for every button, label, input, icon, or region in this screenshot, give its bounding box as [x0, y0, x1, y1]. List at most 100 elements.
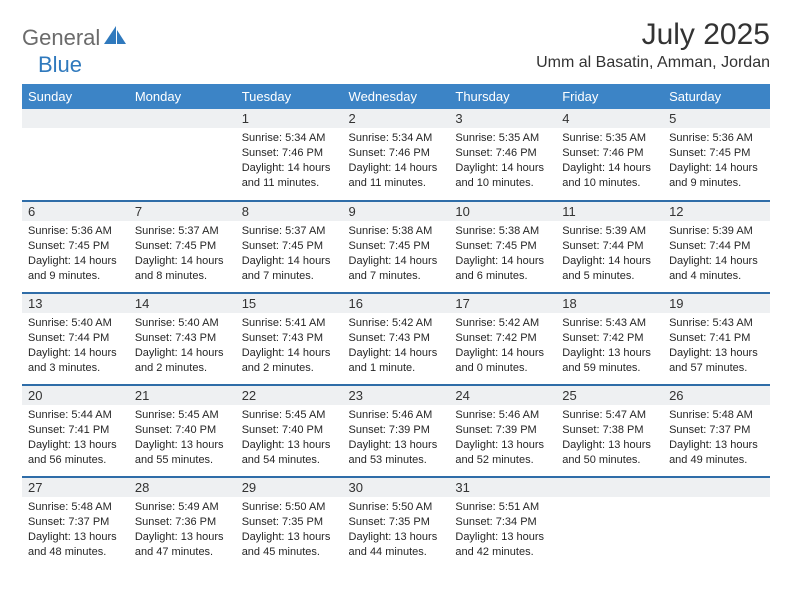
day-cell: 23Sunrise: 5:46 AMSunset: 7:39 PMDayligh…	[343, 385, 450, 477]
day-number: 6	[22, 202, 129, 221]
day-cell: 3Sunrise: 5:35 AMSunset: 7:46 PMDaylight…	[449, 109, 556, 201]
day-cell: 8Sunrise: 5:37 AMSunset: 7:45 PMDaylight…	[236, 201, 343, 293]
day-content: Sunrise: 5:42 AMSunset: 7:43 PMDaylight:…	[343, 313, 450, 379]
day-content: Sunrise: 5:36 AMSunset: 7:45 PMDaylight:…	[663, 128, 770, 194]
day-cell: 15Sunrise: 5:41 AMSunset: 7:43 PMDayligh…	[236, 293, 343, 385]
day-number: 1	[236, 109, 343, 128]
month-title: July 2025	[536, 18, 770, 52]
day-cell: 27Sunrise: 5:48 AMSunset: 7:37 PMDayligh…	[22, 477, 129, 569]
day-content: Sunrise: 5:45 AMSunset: 7:40 PMDaylight:…	[129, 405, 236, 471]
week-row: 1Sunrise: 5:34 AMSunset: 7:46 PMDaylight…	[22, 109, 770, 201]
dow-monday: Monday	[129, 84, 236, 109]
day-content: Sunrise: 5:47 AMSunset: 7:38 PMDaylight:…	[556, 405, 663, 471]
day-number: 19	[663, 294, 770, 313]
day-number: 24	[449, 386, 556, 405]
day-number: 15	[236, 294, 343, 313]
day-cell: 16Sunrise: 5:42 AMSunset: 7:43 PMDayligh…	[343, 293, 450, 385]
day-cell: 24Sunrise: 5:46 AMSunset: 7:39 PMDayligh…	[449, 385, 556, 477]
day-content: Sunrise: 5:50 AMSunset: 7:35 PMDaylight:…	[343, 497, 450, 563]
day-cell	[129, 109, 236, 201]
day-number: 16	[343, 294, 450, 313]
day-content: Sunrise: 5:35 AMSunset: 7:46 PMDaylight:…	[449, 128, 556, 194]
day-content: Sunrise: 5:38 AMSunset: 7:45 PMDaylight:…	[449, 221, 556, 287]
day-content: Sunrise: 5:50 AMSunset: 7:35 PMDaylight:…	[236, 497, 343, 563]
day-cell: 9Sunrise: 5:38 AMSunset: 7:45 PMDaylight…	[343, 201, 450, 293]
dow-friday: Friday	[556, 84, 663, 109]
day-content: Sunrise: 5:40 AMSunset: 7:43 PMDaylight:…	[129, 313, 236, 379]
logo-text-blue: Blue	[38, 52, 82, 77]
day-number: 28	[129, 478, 236, 497]
day-number: 17	[449, 294, 556, 313]
day-content: Sunrise: 5:37 AMSunset: 7:45 PMDaylight:…	[129, 221, 236, 287]
day-number: 30	[343, 478, 450, 497]
week-row: 13Sunrise: 5:40 AMSunset: 7:44 PMDayligh…	[22, 293, 770, 385]
day-content: Sunrise: 5:39 AMSunset: 7:44 PMDaylight:…	[663, 221, 770, 287]
title-block: July 2025 Umm al Basatin, Amman, Jordan	[536, 18, 770, 72]
day-number: 26	[663, 386, 770, 405]
day-content: Sunrise: 5:35 AMSunset: 7:46 PMDaylight:…	[556, 128, 663, 194]
day-number: 21	[129, 386, 236, 405]
dow-saturday: Saturday	[663, 84, 770, 109]
day-cell: 14Sunrise: 5:40 AMSunset: 7:43 PMDayligh…	[129, 293, 236, 385]
day-cell: 2Sunrise: 5:34 AMSunset: 7:46 PMDaylight…	[343, 109, 450, 201]
day-number: 31	[449, 478, 556, 497]
day-number: 29	[236, 478, 343, 497]
day-number: 12	[663, 202, 770, 221]
day-content: Sunrise: 5:44 AMSunset: 7:41 PMDaylight:…	[22, 405, 129, 471]
day-cell	[663, 477, 770, 569]
day-number: 3	[449, 109, 556, 128]
calendar-table: Sunday Monday Tuesday Wednesday Thursday…	[22, 84, 770, 569]
day-cell	[556, 477, 663, 569]
day-content: Sunrise: 5:40 AMSunset: 7:44 PMDaylight:…	[22, 313, 129, 379]
day-cell: 6Sunrise: 5:36 AMSunset: 7:45 PMDaylight…	[22, 201, 129, 293]
week-row: 6Sunrise: 5:36 AMSunset: 7:45 PMDaylight…	[22, 201, 770, 293]
day-content: Sunrise: 5:39 AMSunset: 7:44 PMDaylight:…	[556, 221, 663, 287]
day-content: Sunrise: 5:48 AMSunset: 7:37 PMDaylight:…	[22, 497, 129, 563]
logo: General	[22, 18, 130, 51]
day-cell: 12Sunrise: 5:39 AMSunset: 7:44 PMDayligh…	[663, 201, 770, 293]
day-cell: 18Sunrise: 5:43 AMSunset: 7:42 PMDayligh…	[556, 293, 663, 385]
day-number: 10	[449, 202, 556, 221]
logo-text-general: General	[22, 25, 100, 51]
dow-sunday: Sunday	[22, 84, 129, 109]
day-cell: 26Sunrise: 5:48 AMSunset: 7:37 PMDayligh…	[663, 385, 770, 477]
dow-thursday: Thursday	[449, 84, 556, 109]
dow-header-row: Sunday Monday Tuesday Wednesday Thursday…	[22, 84, 770, 109]
day-cell: 31Sunrise: 5:51 AMSunset: 7:34 PMDayligh…	[449, 477, 556, 569]
day-content: Sunrise: 5:38 AMSunset: 7:45 PMDaylight:…	[343, 221, 450, 287]
day-cell	[22, 109, 129, 201]
day-content: Sunrise: 5:34 AMSunset: 7:46 PMDaylight:…	[236, 128, 343, 194]
day-number: 14	[129, 294, 236, 313]
day-content: Sunrise: 5:51 AMSunset: 7:34 PMDaylight:…	[449, 497, 556, 563]
day-content: Sunrise: 5:36 AMSunset: 7:45 PMDaylight:…	[22, 221, 129, 287]
day-content: Sunrise: 5:42 AMSunset: 7:42 PMDaylight:…	[449, 313, 556, 379]
day-number: 22	[236, 386, 343, 405]
day-cell: 30Sunrise: 5:50 AMSunset: 7:35 PMDayligh…	[343, 477, 450, 569]
day-cell: 11Sunrise: 5:39 AMSunset: 7:44 PMDayligh…	[556, 201, 663, 293]
week-row: 20Sunrise: 5:44 AMSunset: 7:41 PMDayligh…	[22, 385, 770, 477]
day-number: 18	[556, 294, 663, 313]
day-cell: 10Sunrise: 5:38 AMSunset: 7:45 PMDayligh…	[449, 201, 556, 293]
day-cell: 22Sunrise: 5:45 AMSunset: 7:40 PMDayligh…	[236, 385, 343, 477]
day-number: 2	[343, 109, 450, 128]
day-content: Sunrise: 5:49 AMSunset: 7:36 PMDaylight:…	[129, 497, 236, 563]
day-content: Sunrise: 5:43 AMSunset: 7:41 PMDaylight:…	[663, 313, 770, 379]
day-content: Sunrise: 5:41 AMSunset: 7:43 PMDaylight:…	[236, 313, 343, 379]
day-number: 9	[343, 202, 450, 221]
day-cell: 4Sunrise: 5:35 AMSunset: 7:46 PMDaylight…	[556, 109, 663, 201]
day-number: 5	[663, 109, 770, 128]
day-cell: 7Sunrise: 5:37 AMSunset: 7:45 PMDaylight…	[129, 201, 236, 293]
day-content: Sunrise: 5:34 AMSunset: 7:46 PMDaylight:…	[343, 128, 450, 194]
day-number: 7	[129, 202, 236, 221]
day-cell: 13Sunrise: 5:40 AMSunset: 7:44 PMDayligh…	[22, 293, 129, 385]
dow-tuesday: Tuesday	[236, 84, 343, 109]
day-content: Sunrise: 5:43 AMSunset: 7:42 PMDaylight:…	[556, 313, 663, 379]
day-number: 23	[343, 386, 450, 405]
day-cell: 29Sunrise: 5:50 AMSunset: 7:35 PMDayligh…	[236, 477, 343, 569]
dow-wednesday: Wednesday	[343, 84, 450, 109]
day-content: Sunrise: 5:48 AMSunset: 7:37 PMDaylight:…	[663, 405, 770, 471]
day-cell: 28Sunrise: 5:49 AMSunset: 7:36 PMDayligh…	[129, 477, 236, 569]
day-number: 27	[22, 478, 129, 497]
day-cell: 19Sunrise: 5:43 AMSunset: 7:41 PMDayligh…	[663, 293, 770, 385]
day-cell: 25Sunrise: 5:47 AMSunset: 7:38 PMDayligh…	[556, 385, 663, 477]
